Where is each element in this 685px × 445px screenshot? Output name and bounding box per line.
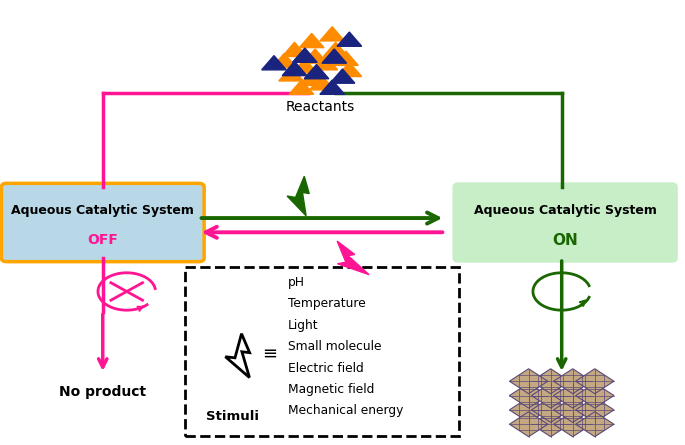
FancyBboxPatch shape bbox=[1, 183, 204, 262]
Text: Magnetic field: Magnetic field bbox=[288, 383, 374, 396]
Polygon shape bbox=[532, 412, 570, 437]
Text: pH: pH bbox=[288, 276, 305, 289]
Polygon shape bbox=[553, 383, 592, 408]
Polygon shape bbox=[330, 69, 355, 83]
Text: Reactants: Reactants bbox=[285, 100, 355, 114]
Text: Electric field: Electric field bbox=[288, 361, 364, 375]
Text: Mechanical energy: Mechanical energy bbox=[288, 404, 403, 417]
Polygon shape bbox=[575, 397, 614, 422]
Text: Aqueous Catalytic System: Aqueous Catalytic System bbox=[12, 204, 194, 217]
Polygon shape bbox=[575, 412, 614, 437]
Polygon shape bbox=[292, 59, 317, 73]
Polygon shape bbox=[323, 42, 348, 57]
Polygon shape bbox=[279, 67, 303, 81]
Polygon shape bbox=[299, 71, 324, 85]
Text: Aqueous Catalytic System: Aqueous Catalytic System bbox=[474, 204, 656, 217]
Polygon shape bbox=[320, 80, 345, 94]
Text: No product: No product bbox=[59, 385, 147, 399]
Text: Stimuli: Stimuli bbox=[206, 409, 260, 423]
Polygon shape bbox=[322, 49, 347, 63]
Polygon shape bbox=[262, 56, 286, 70]
FancyBboxPatch shape bbox=[453, 183, 677, 262]
Polygon shape bbox=[510, 383, 548, 408]
Polygon shape bbox=[510, 369, 548, 394]
Polygon shape bbox=[304, 65, 329, 79]
Polygon shape bbox=[282, 61, 307, 76]
Polygon shape bbox=[337, 62, 362, 77]
Text: ON: ON bbox=[552, 233, 578, 248]
Polygon shape bbox=[320, 27, 345, 41]
Polygon shape bbox=[575, 383, 614, 408]
Polygon shape bbox=[303, 49, 327, 63]
Polygon shape bbox=[272, 53, 297, 68]
Text: ≡: ≡ bbox=[262, 345, 277, 363]
Bar bbox=[185, 267, 459, 436]
Polygon shape bbox=[287, 176, 309, 216]
Polygon shape bbox=[334, 51, 358, 65]
Text: Light: Light bbox=[288, 319, 319, 332]
Text: Temperature: Temperature bbox=[288, 297, 366, 311]
Polygon shape bbox=[292, 48, 317, 62]
Polygon shape bbox=[510, 412, 548, 437]
Polygon shape bbox=[553, 412, 592, 437]
Polygon shape bbox=[532, 369, 570, 394]
Polygon shape bbox=[532, 383, 570, 408]
Text: Small molecule: Small molecule bbox=[288, 340, 381, 353]
Polygon shape bbox=[337, 241, 369, 275]
Polygon shape bbox=[337, 32, 362, 46]
Polygon shape bbox=[553, 397, 592, 422]
Polygon shape bbox=[532, 397, 570, 422]
Polygon shape bbox=[299, 33, 324, 48]
Text: OFF: OFF bbox=[87, 233, 119, 247]
Polygon shape bbox=[310, 76, 334, 90]
Polygon shape bbox=[510, 397, 548, 422]
Polygon shape bbox=[553, 369, 592, 394]
Polygon shape bbox=[282, 42, 307, 57]
Polygon shape bbox=[289, 80, 314, 94]
Polygon shape bbox=[313, 56, 338, 70]
Polygon shape bbox=[575, 369, 614, 394]
